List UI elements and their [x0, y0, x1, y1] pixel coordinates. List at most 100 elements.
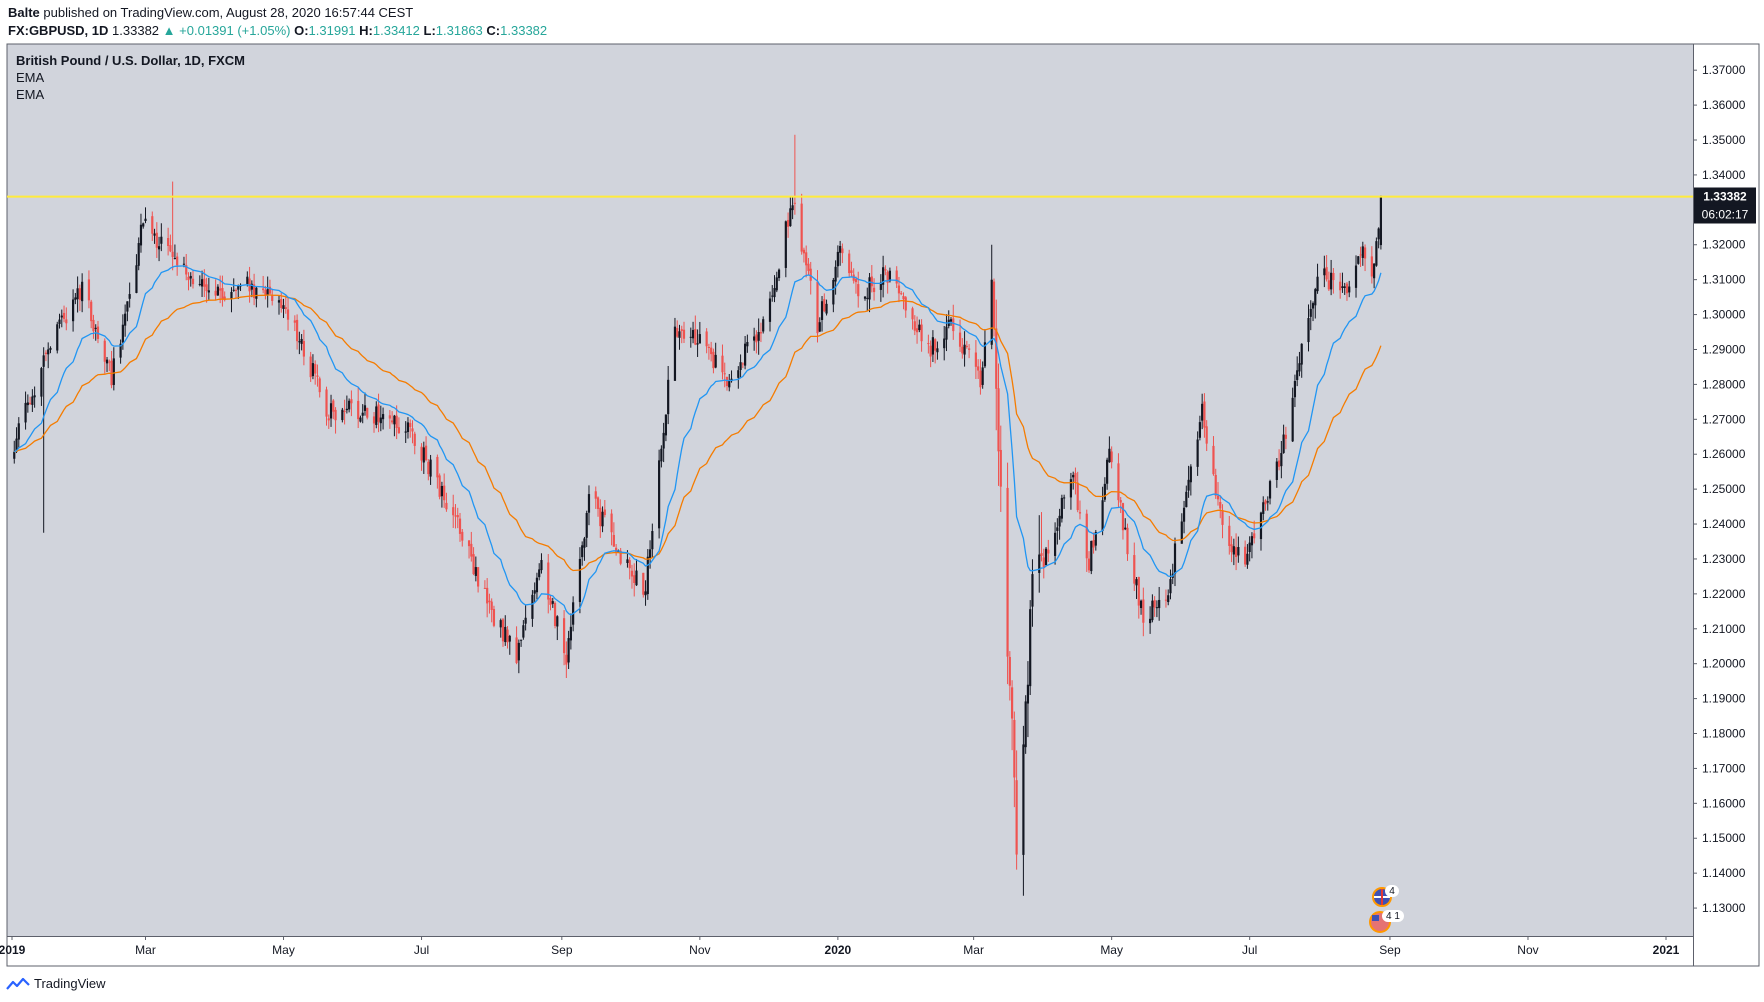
candle-body — [103, 340, 106, 362]
candle-body — [583, 538, 586, 548]
candle-body — [1221, 510, 1224, 525]
candle-body — [366, 407, 369, 418]
candle-body — [565, 654, 568, 665]
x-tick-label: Sep — [1379, 943, 1401, 957]
y-tick-label: 1.24000 — [1702, 517, 1746, 531]
candle-body — [395, 415, 398, 429]
badge-1-bg — [1385, 885, 1399, 897]
candle-body — [757, 332, 760, 341]
candle-body — [1149, 618, 1152, 624]
candle-body — [42, 355, 45, 367]
candle-body — [1119, 500, 1122, 503]
symbol-label[interactable]: FX:GBPUSD, 1D — [8, 23, 109, 38]
y-tick-label: 1.31000 — [1702, 273, 1746, 287]
candle-body — [372, 416, 376, 424]
candle-body — [1196, 439, 1199, 467]
candle-body — [866, 297, 869, 299]
legend-title[interactable]: British Pound / U.S. Dollar, 1D, FXCM — [16, 53, 245, 68]
candle-body — [974, 352, 977, 367]
candlestick-series — [13, 134, 1383, 896]
candle-body — [445, 502, 448, 510]
candle-body — [979, 370, 982, 388]
candle-body — [712, 351, 715, 369]
candle-body — [1377, 228, 1380, 240]
candle-body — [1332, 273, 1335, 281]
candle-body — [667, 379, 670, 415]
candle-body — [452, 507, 455, 516]
candle-body — [230, 291, 233, 299]
candle-body — [691, 329, 695, 339]
candle-body — [24, 402, 27, 423]
candle-body — [282, 305, 285, 309]
x-tick-label: 2021 — [1653, 943, 1680, 957]
candle-body — [1300, 343, 1303, 365]
candle-body — [714, 354, 717, 368]
candle-body — [1309, 308, 1312, 317]
x-tick-label: 2019 — [0, 943, 26, 957]
candle-body — [137, 243, 140, 266]
candle-body — [135, 265, 138, 293]
candle-body — [581, 545, 584, 558]
y-axis-area[interactable] — [1693, 44, 1759, 966]
candle-body — [965, 345, 968, 347]
low-label: L: — [423, 23, 436, 38]
candle-body — [1264, 500, 1267, 505]
candle-body — [171, 251, 174, 257]
candle-body — [1228, 525, 1231, 546]
footer-brand[interactable]: TradingView — [34, 976, 106, 991]
candle-body — [879, 282, 882, 290]
candle-body — [1038, 554, 1041, 573]
candle-body — [94, 327, 97, 329]
close-value: 1.33382 — [500, 23, 548, 38]
candle-body — [915, 328, 919, 333]
y-tick-label: 1.16000 — [1702, 796, 1746, 810]
candle-body — [725, 376, 729, 387]
candle-body — [1282, 434, 1285, 453]
candle-body — [857, 284, 860, 297]
high-label: H: — [359, 23, 373, 38]
candle-body — [189, 275, 192, 279]
candle-body — [92, 319, 95, 332]
legend-indicator-2[interactable]: EMA — [16, 87, 45, 102]
candle-body — [393, 415, 396, 425]
event-badges[interactable]: 4 4 1 — [1369, 885, 1404, 933]
candle-body — [807, 263, 810, 271]
candle-body — [1327, 280, 1330, 290]
candle-body — [556, 616, 559, 627]
candle-body — [472, 554, 475, 575]
candle-body — [440, 485, 444, 497]
candle-body — [108, 361, 111, 363]
candle-body — [920, 324, 923, 342]
y-tick-label: 1.19000 — [1702, 692, 1746, 706]
candle-body — [538, 569, 541, 578]
candle-body — [1047, 549, 1050, 554]
y-tick-label: 1.23000 — [1702, 552, 1746, 566]
x-axis-area[interactable] — [7, 936, 1693, 966]
candle-body — [791, 205, 794, 211]
candle-body — [277, 300, 281, 303]
candle-body — [13, 451, 16, 459]
candle-body — [823, 299, 826, 312]
legend-indicator-1[interactable]: EMA — [16, 70, 45, 85]
candle-body — [958, 332, 962, 347]
candle-body — [1040, 553, 1043, 556]
candle-body — [424, 445, 428, 461]
candle-body — [816, 281, 819, 334]
candle-body — [404, 431, 407, 433]
candle-body — [1072, 474, 1075, 478]
candle-body — [151, 216, 154, 234]
candle-body — [58, 319, 61, 324]
author-name[interactable]: Balte — [8, 5, 40, 20]
badge-2-bg — [1382, 910, 1404, 922]
candle-body — [771, 295, 774, 297]
plot-frame — [6, 43, 1760, 967]
candle-body — [200, 279, 204, 287]
candle-body — [157, 246, 161, 250]
candle-body — [458, 518, 462, 534]
candle-body — [848, 253, 851, 274]
y-tick-label: 1.17000 — [1702, 761, 1746, 775]
ohlc-bar: FX:GBPUSD, 1D 1.33382 ▲ +0.01391 (+1.05%… — [8, 22, 547, 40]
candle-body — [1167, 595, 1170, 603]
candle-body — [689, 336, 692, 338]
